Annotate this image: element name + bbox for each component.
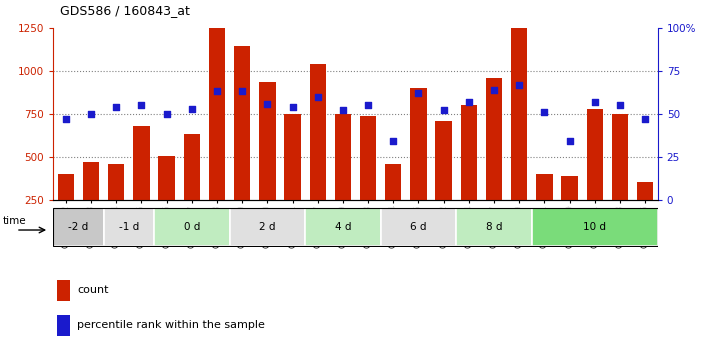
Text: GDS586 / 160843_at: GDS586 / 160843_at [60,4,191,17]
Bar [611,114,628,243]
Point [287,104,298,110]
Bar [532,208,658,246]
Bar [305,208,380,246]
Point [161,111,172,117]
Text: 10 d: 10 d [583,222,606,232]
Point [337,108,348,113]
Text: -2 d: -2 d [68,222,89,232]
Text: 0 d: 0 d [183,222,200,232]
Point [312,94,324,99]
Bar [260,82,276,243]
Text: percentile rank within the sample: percentile rank within the sample [77,320,264,330]
Point [237,89,248,94]
Point [363,102,374,108]
Bar [154,208,230,246]
Point [413,90,424,96]
Bar [133,126,149,243]
Text: 2 d: 2 d [259,222,276,232]
Bar [380,208,456,246]
Bar [183,134,200,243]
Point [85,111,97,117]
Bar [410,88,427,243]
Text: time: time [3,216,26,226]
Point [387,139,399,144]
Text: -1 d: -1 d [119,222,139,232]
Bar [57,280,70,301]
Text: 4 d: 4 d [335,222,351,232]
Point [463,99,474,105]
Bar [53,208,104,246]
Bar [159,156,175,243]
Bar [209,28,225,243]
Point [136,102,147,108]
Bar [230,208,305,246]
Bar [83,162,100,243]
Point [539,109,550,115]
Point [589,99,600,105]
Point [614,102,626,108]
Point [60,116,72,122]
Bar [57,315,70,336]
Text: 6 d: 6 d [410,222,427,232]
Bar [461,105,477,243]
Bar [637,182,653,243]
Point [513,82,525,87]
Point [211,89,223,94]
Text: count: count [77,285,108,295]
Point [438,108,449,113]
Bar [234,46,250,243]
Bar [536,174,552,243]
Point [111,104,122,110]
Bar [335,114,351,243]
Bar [587,109,603,243]
Bar [486,78,502,243]
Bar [108,164,124,243]
Point [564,139,575,144]
Point [639,116,651,122]
Bar [511,26,528,243]
Bar [309,64,326,243]
Bar [456,208,532,246]
Bar [360,116,376,243]
Point [488,87,500,92]
Bar [58,174,74,243]
Bar [435,121,451,243]
Text: 8 d: 8 d [486,222,502,232]
Point [262,101,273,106]
Point [186,106,198,111]
Bar [284,114,301,243]
Bar [385,164,402,243]
Bar [562,176,578,243]
Bar [104,208,154,246]
